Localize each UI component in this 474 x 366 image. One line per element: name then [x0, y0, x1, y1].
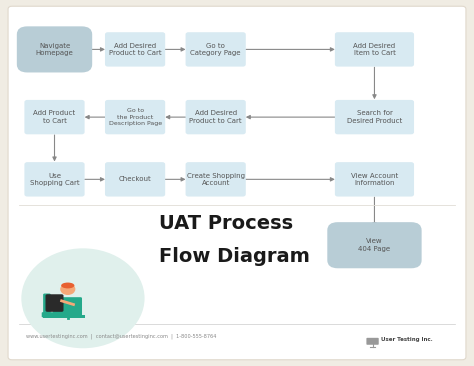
Text: Add Desired
Product to Cart: Add Desired Product to Cart: [189, 111, 242, 124]
Text: UAT Process: UAT Process: [159, 214, 293, 233]
FancyBboxPatch shape: [335, 162, 414, 197]
Text: Add Desired
Item to Cart: Add Desired Item to Cart: [354, 43, 395, 56]
FancyBboxPatch shape: [185, 32, 246, 67]
Text: www.usertestinginc.com  |  contact@usertestinginc.com  |  1-800-555-8764: www.usertestinginc.com | contact@usertes…: [26, 334, 217, 340]
FancyBboxPatch shape: [327, 222, 422, 268]
Text: Checkout: Checkout: [118, 176, 152, 182]
Text: Use
Shopping Cart: Use Shopping Cart: [30, 173, 79, 186]
Text: Go to
Category Page: Go to Category Page: [191, 43, 241, 56]
Text: View
404 Page: View 404 Page: [358, 239, 391, 252]
FancyBboxPatch shape: [335, 100, 414, 134]
Text: Search for
Desired Product: Search for Desired Product: [347, 111, 402, 124]
FancyBboxPatch shape: [25, 100, 84, 134]
Text: Go to
the Product
Description Page: Go to the Product Description Page: [109, 108, 162, 126]
FancyBboxPatch shape: [105, 32, 165, 67]
Text: User Testing Inc.: User Testing Inc.: [381, 337, 432, 342]
Ellipse shape: [61, 283, 74, 288]
FancyBboxPatch shape: [366, 338, 379, 345]
FancyBboxPatch shape: [185, 100, 246, 134]
FancyBboxPatch shape: [105, 162, 165, 197]
Text: Create Shopping
Account: Create Shopping Account: [187, 173, 245, 186]
FancyBboxPatch shape: [335, 32, 414, 67]
Text: Navigate
Homepage: Navigate Homepage: [36, 43, 73, 56]
FancyBboxPatch shape: [43, 315, 85, 318]
Text: View Account
Information: View Account Information: [351, 173, 398, 186]
Ellipse shape: [21, 248, 145, 348]
FancyBboxPatch shape: [53, 297, 82, 316]
FancyBboxPatch shape: [25, 162, 84, 197]
Text: Add Desired
Product to Cart: Add Desired Product to Cart: [109, 43, 162, 56]
Circle shape: [60, 283, 75, 295]
FancyBboxPatch shape: [46, 294, 64, 312]
Text: Add Product
to Cart: Add Product to Cart: [34, 111, 75, 124]
FancyBboxPatch shape: [42, 312, 57, 317]
FancyBboxPatch shape: [43, 294, 51, 316]
FancyBboxPatch shape: [185, 162, 246, 197]
FancyBboxPatch shape: [17, 26, 92, 72]
Text: Flow Diagram: Flow Diagram: [159, 247, 310, 266]
FancyBboxPatch shape: [105, 100, 165, 134]
